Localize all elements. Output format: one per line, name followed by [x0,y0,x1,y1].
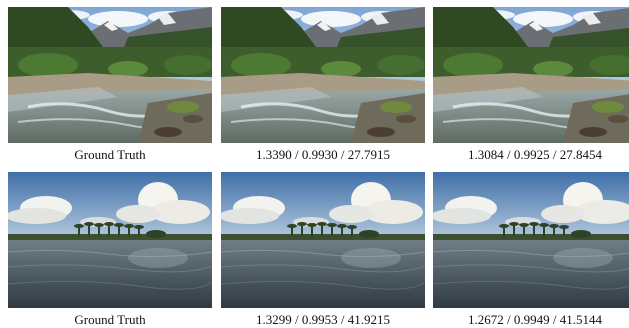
stream-ground-truth-caption: Ground Truth [74,147,146,162]
stream-result-1-image [221,7,425,143]
stream-ground-truth-image [8,7,212,143]
lake-scene [8,172,212,308]
stream-result-1-caption: 1.3390 / 0.9930 / 27.7915 [256,147,390,162]
stream-result-2-image [433,7,629,143]
lake-result-1-image [221,172,425,308]
stream-scene [221,7,425,143]
lake-scene [433,172,629,308]
lake-scene [221,172,425,308]
lake-ground-truth-caption: Ground Truth [74,312,146,327]
stream-result-2-caption: 1.3084 / 0.9925 / 27.8454 [468,147,602,162]
stream-scene [433,7,629,143]
stream-scene [8,7,212,143]
lake-result-2-image [433,172,629,308]
lake-result-1-caption: 1.3299 / 0.9953 / 41.9215 [256,312,390,327]
lake-ground-truth-image [8,172,212,308]
lake-result-2-caption: 1.2672 / 0.9949 / 41.5144 [468,312,602,327]
